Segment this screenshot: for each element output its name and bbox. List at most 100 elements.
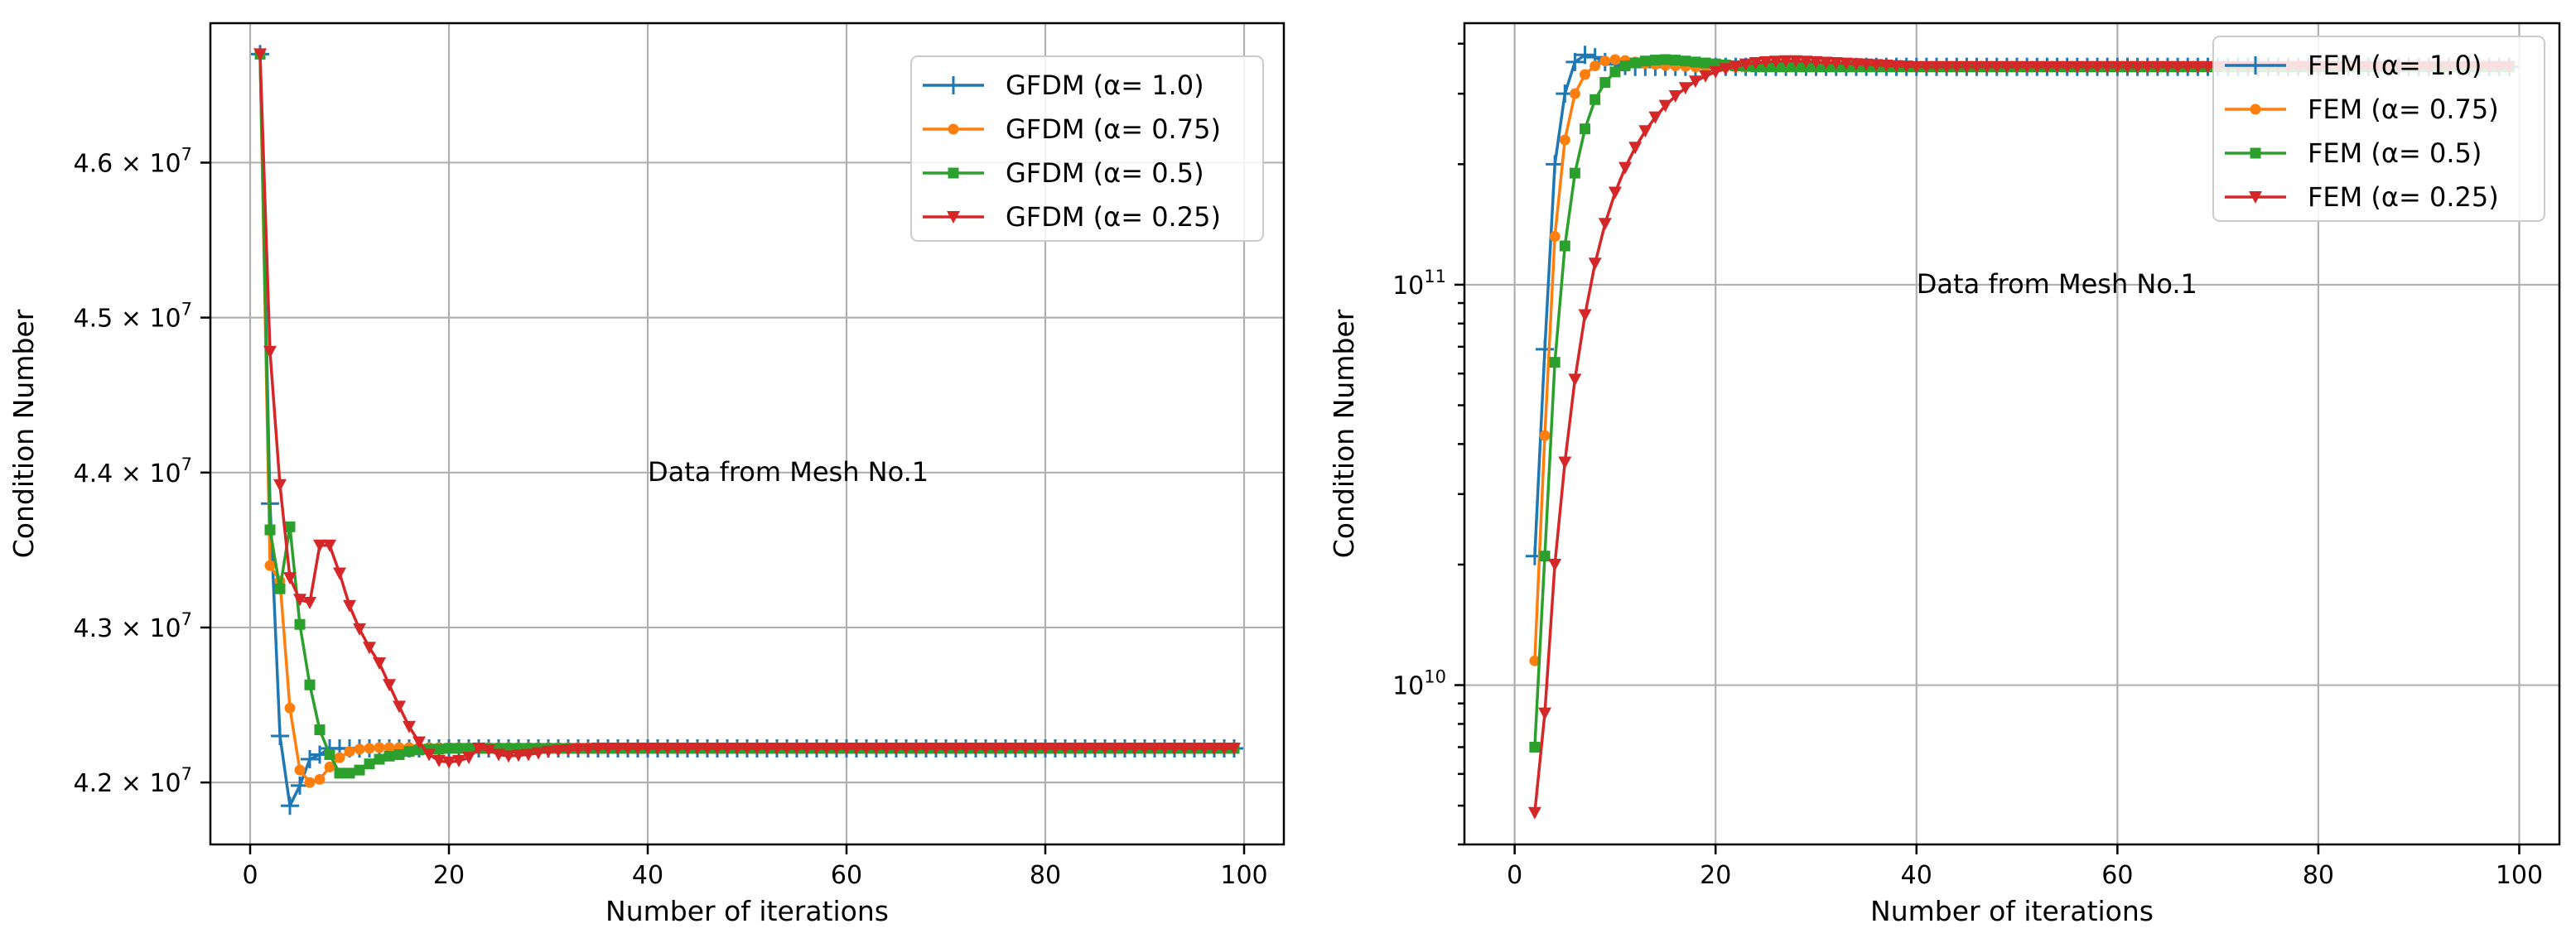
data-point <box>343 599 356 613</box>
legend-label: FEM (α= 0.5) <box>2308 137 2482 169</box>
legend-label: FEM (α= 1.0) <box>2308 50 2482 81</box>
data-point <box>2000 60 2014 74</box>
data-point <box>354 743 365 755</box>
data-point <box>760 742 774 755</box>
x-tick-label: 0 <box>242 861 258 890</box>
data-point <box>403 746 415 758</box>
data-point <box>2191 60 2205 74</box>
data-point <box>324 748 335 760</box>
annotation: Data from Mesh No.1 <box>648 456 929 488</box>
x-axis-label: Number of iterations <box>605 895 889 927</box>
data-point <box>1529 741 1541 753</box>
data-point <box>1899 60 1913 74</box>
data-point <box>1009 742 1022 755</box>
data-point <box>384 750 395 762</box>
data-point <box>1688 75 1702 89</box>
data-point <box>1218 742 1231 755</box>
data-point <box>1889 60 1903 73</box>
legend-label: FEM (α= 0.25) <box>2308 181 2499 213</box>
legend-marker <box>947 211 960 224</box>
legend: FEM (α= 1.0) FEM (α= 0.75) FEM (α= 0.5) FEM… <box>2212 36 2545 222</box>
data-point <box>1839 57 1853 70</box>
data-point <box>1618 161 1633 175</box>
data-point <box>1638 125 1652 138</box>
data-point <box>1548 558 1562 571</box>
data-point <box>384 742 395 753</box>
data-point <box>1619 60 1631 72</box>
data-point <box>2010 60 2024 74</box>
data-point <box>1198 742 1211 755</box>
data-point <box>1660 54 1672 65</box>
data-point <box>1779 55 1793 68</box>
data-point <box>374 753 385 765</box>
data-point <box>532 747 545 760</box>
data-point <box>1578 309 1592 322</box>
data-point <box>1019 742 1032 755</box>
data-point <box>969 742 982 755</box>
data-point <box>284 521 296 532</box>
plot-frame <box>209 22 1286 846</box>
legend-item: GFDM (α= 1.0) <box>923 70 1204 101</box>
data-point <box>1758 55 1773 69</box>
data-point <box>2091 60 2105 74</box>
data-point <box>681 742 694 755</box>
gfdm-chart: 0 20 40 60 80 100 4.2 × 107 4.3 × 107 4.4 × 107 4… <box>7 22 1286 927</box>
data-point <box>393 700 406 714</box>
data-point <box>1970 60 1984 74</box>
data-point <box>2050 60 2064 74</box>
data-point <box>333 567 346 580</box>
data-point <box>2201 60 2215 74</box>
data-point <box>1549 357 1561 368</box>
data-point <box>1158 742 1171 755</box>
data-point <box>1228 742 1241 755</box>
data-point <box>780 742 794 755</box>
x-tick-label: 60 <box>2101 861 2133 890</box>
data-point <box>1729 60 1743 74</box>
data-point <box>1568 373 1582 387</box>
data-point <box>301 750 319 769</box>
data-point <box>522 748 535 762</box>
x-tick-label: 80 <box>2303 861 2334 890</box>
data-point <box>2171 60 2185 74</box>
data-point <box>303 597 316 610</box>
data-point <box>314 773 326 785</box>
data-point <box>2120 60 2135 74</box>
data-point <box>1799 55 1813 69</box>
data-point <box>591 742 605 755</box>
data-point <box>959 742 972 755</box>
data-point <box>442 756 456 769</box>
legend-marker <box>2246 56 2265 75</box>
data-point <box>721 742 734 755</box>
data-point <box>313 539 326 552</box>
y-tick-label: 1010 <box>1392 667 1446 701</box>
data-point <box>890 742 903 755</box>
data-point <box>840 742 853 755</box>
data-point <box>281 796 299 815</box>
data-point <box>1536 339 1555 358</box>
data-point <box>253 48 267 61</box>
y-axis-label: Condition Number <box>1328 309 1360 558</box>
data-point <box>1829 57 1843 70</box>
data-point <box>512 749 525 762</box>
data-point <box>1549 231 1561 243</box>
legend-item: GFDM (α= 0.25) <box>923 201 1221 233</box>
data-point <box>1649 55 1661 66</box>
data-point <box>1039 742 1052 755</box>
x-tick-label: 40 <box>632 861 663 890</box>
data-point <box>1940 60 1954 74</box>
y-axis-label: Condition Number <box>7 309 40 558</box>
data-point <box>422 748 436 762</box>
data-point <box>2110 60 2125 74</box>
data-point <box>1569 88 1580 99</box>
data-point <box>770 742 784 755</box>
legend-item: FEM (α= 1.0) <box>2225 50 2482 81</box>
data-point <box>1980 60 1994 74</box>
data-point <box>344 746 355 758</box>
data-point <box>552 744 565 758</box>
data-point <box>2181 60 2195 74</box>
plot-frame <box>1463 22 2561 846</box>
legend-marker <box>2250 103 2261 115</box>
data-point <box>502 750 515 763</box>
data-point <box>621 742 634 755</box>
